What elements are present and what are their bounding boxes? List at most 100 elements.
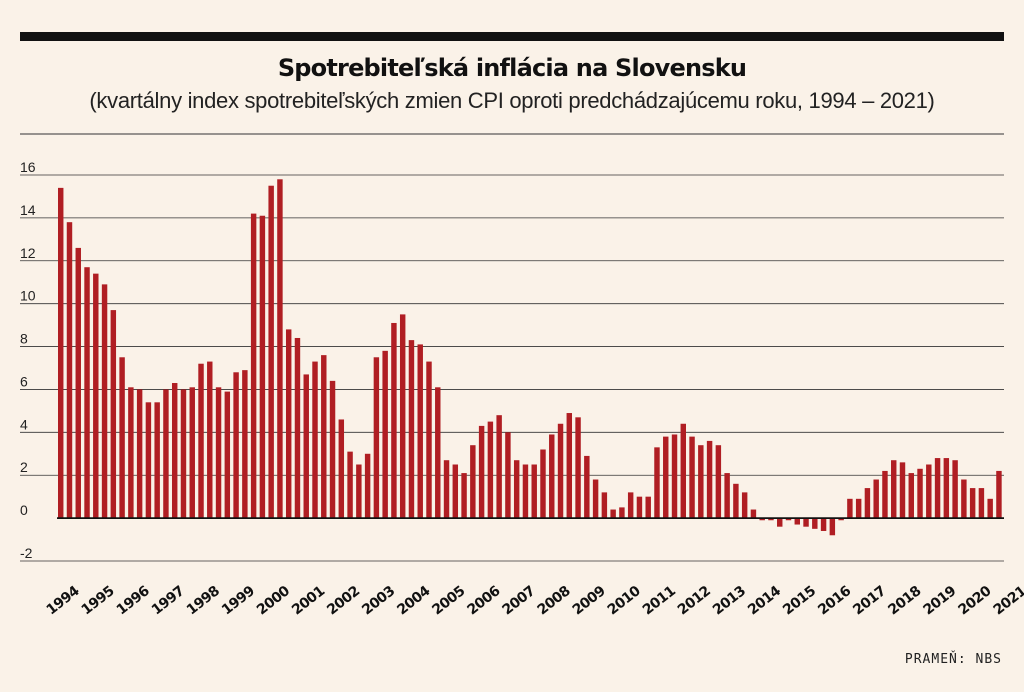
bar xyxy=(619,507,625,519)
y-tick-label: -2 xyxy=(20,545,33,561)
bar xyxy=(820,518,827,531)
bar xyxy=(794,518,800,525)
x-tick-label: 2003 xyxy=(359,583,398,618)
bar xyxy=(452,464,459,519)
bar xyxy=(312,361,318,519)
bar xyxy=(531,464,537,519)
bar xyxy=(873,479,879,519)
bar xyxy=(584,455,590,519)
x-tick-label: 2007 xyxy=(500,583,539,618)
bar xyxy=(496,415,502,519)
bar xyxy=(242,370,248,519)
x-tick-label: 2014 xyxy=(745,583,784,619)
bar xyxy=(285,329,292,519)
x-tick-label: 2002 xyxy=(324,583,363,618)
bar xyxy=(399,314,406,519)
bar xyxy=(435,387,441,519)
bar xyxy=(627,492,634,519)
bar xyxy=(891,460,897,519)
y-tick-label: 16 xyxy=(20,159,36,175)
bar xyxy=(233,372,239,519)
bar xyxy=(250,213,257,519)
bar xyxy=(654,447,660,519)
y-tick-label: 12 xyxy=(20,245,36,261)
bar xyxy=(785,518,792,521)
bar xyxy=(101,284,108,519)
chart-subtitle: (kvartálny index spotrebiteľských zmien … xyxy=(89,88,935,113)
bar xyxy=(522,464,529,519)
bar xyxy=(198,363,204,519)
bar xyxy=(557,423,564,519)
bar xyxy=(733,483,739,519)
x-tick-label: 1999 xyxy=(219,583,258,618)
bar xyxy=(671,434,678,519)
bar xyxy=(171,383,178,519)
bar xyxy=(645,496,651,519)
bar xyxy=(259,215,266,519)
bar xyxy=(549,434,555,519)
bar xyxy=(899,462,906,519)
bar xyxy=(926,464,932,519)
bar xyxy=(961,479,967,519)
bar xyxy=(303,374,309,519)
x-tick-label: 1995 xyxy=(79,583,118,618)
bar xyxy=(136,389,143,519)
bar xyxy=(224,391,231,519)
bar xyxy=(338,419,345,519)
bar xyxy=(356,464,362,519)
x-tick-label: 2015 xyxy=(780,583,819,618)
bar xyxy=(952,460,958,519)
bar xyxy=(426,361,432,519)
x-tick-label: 2020 xyxy=(956,583,995,619)
bar xyxy=(706,440,713,519)
bar xyxy=(917,468,923,519)
bar xyxy=(741,492,748,519)
bar xyxy=(592,479,599,519)
bar xyxy=(329,380,336,519)
bar xyxy=(443,460,450,519)
x-tick-label: 2008 xyxy=(535,583,574,618)
x-tick-label: 2017 xyxy=(850,583,889,618)
bar xyxy=(66,222,73,519)
bar xyxy=(58,187,64,519)
bar xyxy=(777,518,783,527)
chart-title: Spotrebiteľská inflácia na Slovensku xyxy=(277,54,747,82)
bar xyxy=(750,509,757,519)
x-tick-label: 2018 xyxy=(885,583,924,618)
bar xyxy=(154,402,160,519)
bar xyxy=(180,389,187,519)
bar xyxy=(408,340,415,519)
bar xyxy=(768,518,774,521)
x-tick-label: 2005 xyxy=(429,583,468,618)
x-tick-label: 2012 xyxy=(675,583,714,618)
bar xyxy=(277,179,283,519)
bar xyxy=(996,470,1002,519)
bar xyxy=(663,436,669,519)
bar xyxy=(969,488,976,519)
bar xyxy=(110,310,117,519)
x-tick-label: 2013 xyxy=(710,583,749,618)
y-tick-label: 6 xyxy=(20,373,28,389)
bar xyxy=(417,344,423,519)
bar xyxy=(978,488,985,519)
x-tick-label: 2000 xyxy=(254,583,293,619)
bar xyxy=(566,413,573,519)
bar xyxy=(93,273,99,519)
bar xyxy=(207,361,213,519)
bar xyxy=(601,492,608,519)
bar xyxy=(610,509,616,519)
bar xyxy=(294,337,301,519)
x-tick-label: 2006 xyxy=(464,583,503,618)
x-tick-label: 2011 xyxy=(640,583,679,618)
top-rule xyxy=(20,32,1004,41)
bar xyxy=(575,417,581,519)
x-tick-label: 2021 xyxy=(991,583,1024,618)
y-tick-label: 8 xyxy=(20,331,28,347)
bar xyxy=(812,518,818,529)
bar xyxy=(75,247,81,519)
x-tick-label: 1997 xyxy=(149,583,188,618)
bar xyxy=(847,498,853,519)
bar xyxy=(145,402,152,519)
bar xyxy=(698,445,704,519)
